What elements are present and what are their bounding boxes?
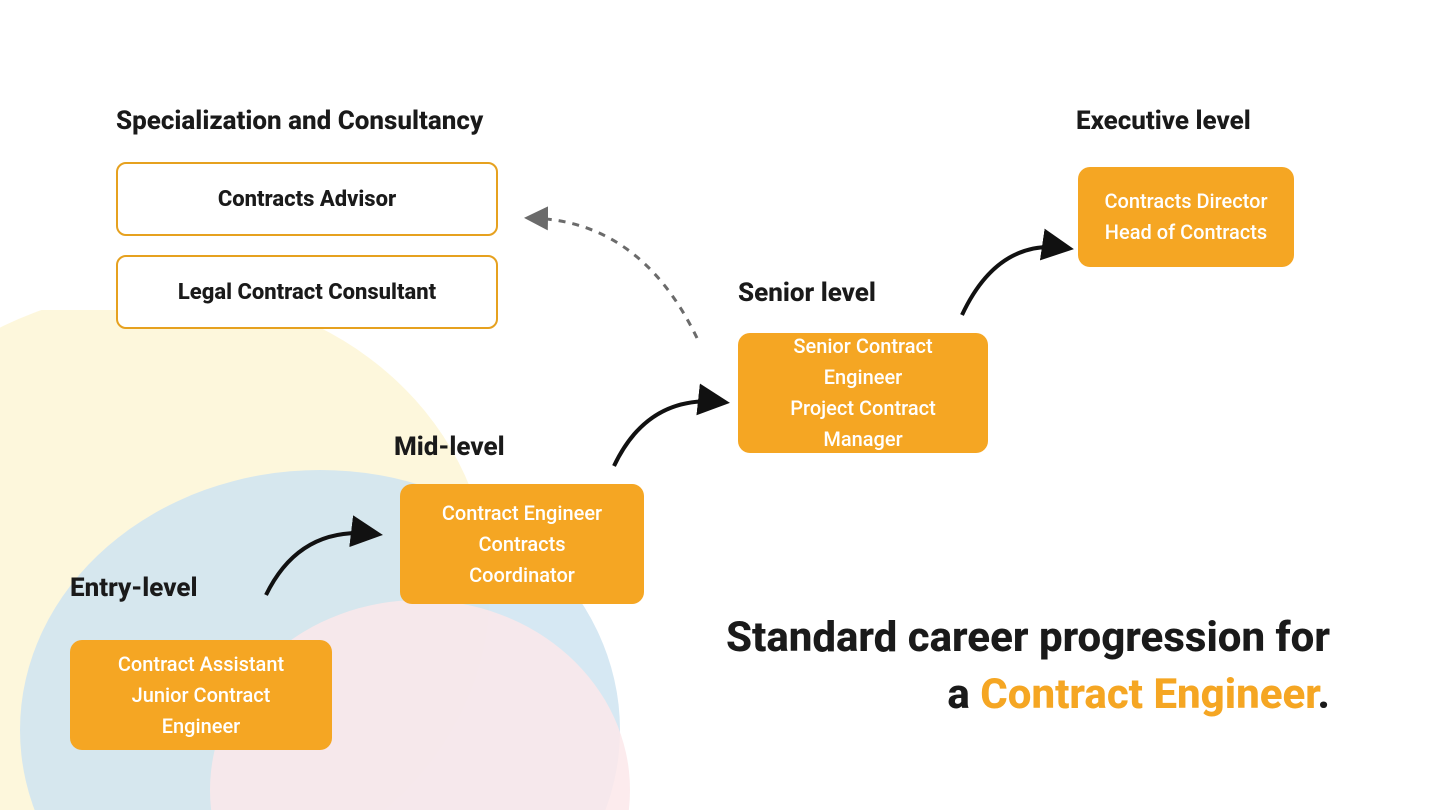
arrow-senior-to-spec [530,218,697,338]
box-mid-line2: Contracts Coordinator [424,529,620,591]
box-entry-line2: Junior Contract Engineer [94,680,308,742]
diagram-stage: Specialization and Consultancy Executive… [0,0,1440,810]
box-entry-line1: Contract Assistant [118,649,284,680]
arrow-entry-to-mid [266,533,375,595]
box-senior: Senior Contract Engineer Project Contrac… [738,333,988,453]
box-entry: Contract Assistant Junior Contract Engin… [70,640,332,750]
title-line1: Standard career progression for [630,610,1330,667]
title-accent: Contract Engineer [980,670,1317,719]
box-mid: Contract Engineer Contracts Coordinator [400,484,644,604]
title-post: . [1318,670,1330,719]
box-senior-line1: Senior Contract Engineer [762,331,964,393]
box-executive-line2: Head of Contracts [1105,217,1267,248]
box-legal-label: Legal Contract Consultant [178,280,436,305]
box-senior-line2: Project Contract Manager [762,393,964,455]
box-advisor: Contracts Advisor [116,162,498,236]
label-specialization: Specialization and Consultancy [116,106,483,136]
title-line2-pre: a [947,670,980,719]
box-executive: Contracts Director Head of Contracts [1078,167,1294,267]
arrow-mid-to-senior [614,401,722,466]
box-legal: Legal Contract Consultant [116,255,498,329]
box-mid-line1: Contract Engineer [442,498,602,529]
box-advisor-label: Contracts Advisor [218,187,396,212]
label-mid: Mid-level [394,432,505,462]
title-block: Standard career progression for a Contra… [630,610,1330,723]
title-line2: a Contract Engineer. [630,667,1330,724]
label-executive: Executive level [1076,106,1251,136]
label-senior: Senior level [738,278,876,308]
box-executive-line1: Contracts Director [1104,186,1267,217]
label-entry: Entry-level [70,573,197,603]
arrow-senior-to-exec [962,247,1066,315]
